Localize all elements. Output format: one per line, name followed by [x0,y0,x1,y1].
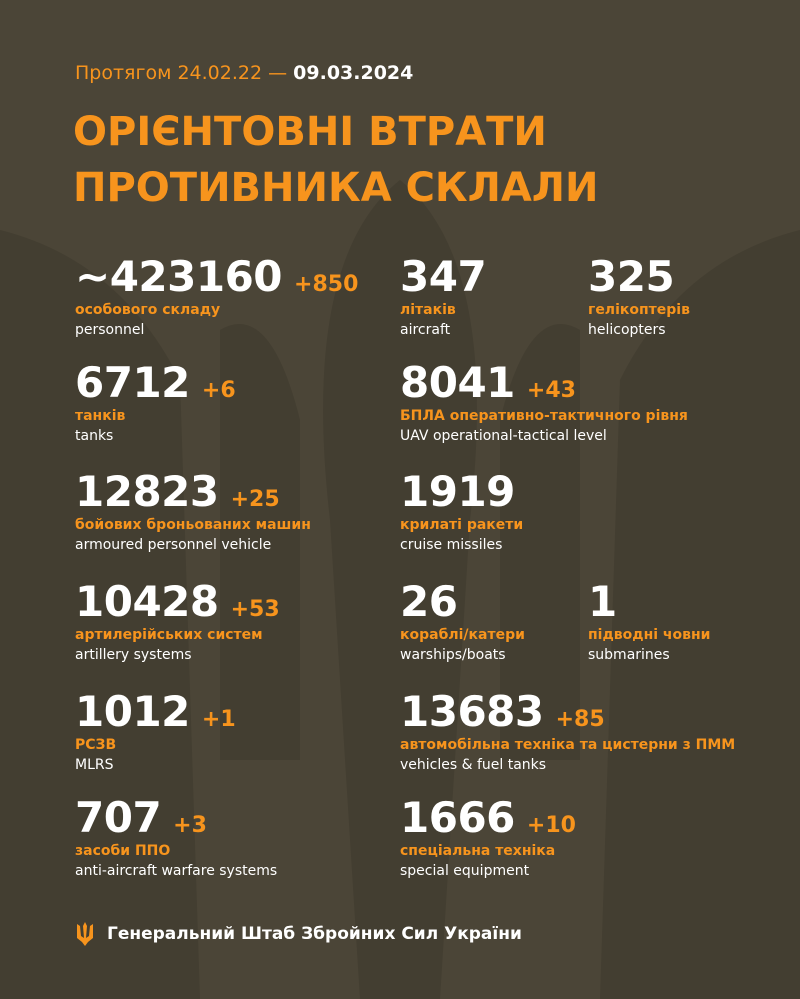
stat-delta: +6 [201,378,236,403]
stat-value: 12823 [75,467,219,516]
stat-delta: +25 [230,487,280,512]
stat-value: ~423160 [75,252,283,301]
stat-label-en: cruise missiles [400,537,503,553]
stat: ~423160 +850 особового складу personnel [75,252,358,340]
stat-row: 12823 +25 [75,467,311,516]
stat: 347 літаків aircraft [400,252,487,340]
stat-label-uk: літаків [400,302,456,318]
stat-label-uk: особового складу [75,302,221,318]
stat: 8041 +43 БПЛА оперативно-тактичного рівня U… [400,358,688,446]
stat: 26 кораблі/катери warships/boats [400,577,525,665]
stat-label-en: special equipment [400,863,530,879]
stat-delta: +43 [526,378,576,403]
stat: 707 +3 засоби ППО anti-aircraft warfare sys… [75,793,277,881]
stat-delta: +850 [294,272,359,297]
stat: 12823 +25 бойових броньованих машин armoure… [75,467,311,555]
stat-row: 707 +3 [75,793,277,842]
stat-label-en: vehicles & fuel tanks [400,757,547,773]
stat-label-en: submarines [588,647,670,663]
stat-label-uk: танків [75,408,126,424]
stat-label-uk: РСЗВ [75,737,117,753]
stat-value: 8041 [400,358,515,407]
title-line: ОРІЄНТОВНІ ВТРАТИ [73,109,547,155]
stat-label-en: armoured personnel vehicle [75,537,272,553]
stat-label-uk: крилаті ракети [400,517,524,533]
stat-label-uk: гелікоптерів [588,302,690,318]
title-line: ПРОТИВНИКА СКЛАЛИ [73,165,599,211]
stat-label-uk: спеціальна техніка [400,843,556,859]
stat-label-uk: артилерійських систем [75,627,263,643]
stat-label-en: MLRS [75,757,114,773]
stat-row: 13683 +85 [400,687,735,736]
stat-row: 1666 +10 [400,793,576,842]
stat-label-en: personnel [75,322,145,338]
stat-value: 26 [400,577,458,626]
stat-label-en: helicopters [588,322,666,338]
stat: 1 підводні човни submarines [588,577,710,665]
stat-label-en: anti-aircraft warfare systems [75,863,278,879]
stat: 1012 +1 РСЗВ MLRS [75,687,236,775]
stat-row: 6712 +6 [75,358,236,407]
stat-value: 13683 [400,687,544,736]
stat: 1919 крилаті ракети cruise missiles [400,467,523,555]
stat-row: 1012 +1 [75,687,236,736]
stat-label-uk: бойових броньованих машин [75,517,311,533]
stat-delta: +85 [555,707,605,732]
stat-row: 10428 +53 [75,577,280,626]
stat-label-uk: кораблі/катери [400,627,525,643]
stat-label-en: tanks [75,428,114,444]
stat-row: 347 [400,252,487,301]
stat-value: 1012 [75,687,190,736]
stat-row: 8041 +43 [400,358,688,407]
stat: 325 гелікоптерів helicopters [588,252,690,340]
stat-value: 6712 [75,358,190,407]
stat-label-en: UAV operational-tactical level [400,428,607,444]
footer-text: Генеральний Штаб Збройних Сил України [107,924,522,944]
stat-row: ~423160 +850 [75,252,359,301]
stat-label-uk: автомобільна техніка та цистерни з ПММ [400,737,736,753]
period-end: 09.03.2024 [293,62,414,84]
stat: 13683 +85 автомобільна техніка та цистерни… [400,687,735,775]
stat-value: 1666 [400,793,515,842]
stat-label-uk: засоби ППО [75,843,171,859]
stat-delta: +3 [173,813,207,838]
stat-delta: +1 [201,707,236,732]
stat-label-en: artillery systems [75,647,192,663]
stat-label-en: warships/boats [400,647,506,663]
stat-row: 325 [588,252,690,301]
period: Протягом 24.02.22 — 09.03.2024 [75,62,413,84]
stat-value: 1 [588,577,617,626]
stat-row: 1 [588,577,710,626]
stat-value: 10428 [75,577,219,626]
footer: Генеральний Штаб Збройних Сил України [75,922,522,946]
title: ОРІЄНТОВНІ ВТРАТИ ПРОТИВНИКА СКЛАЛИ [73,104,599,216]
stat-label-uk: підводні човни [588,627,711,643]
period-prefix: Протягом 24.02.22 — [75,62,288,84]
stat-value: 347 [400,252,487,301]
trident-icon [77,922,93,946]
stat-value: 1919 [400,467,515,516]
stat-row: 1919 [400,467,523,516]
stat-delta: +10 [526,813,576,838]
stat-row: 26 [400,577,525,626]
stat-label-en: aircraft [400,322,451,338]
stat-value: 325 [588,252,675,301]
stat: 10428 +53 артилерійських систем artillery s… [75,577,280,665]
stat: 6712 +6 танків tanks [75,358,236,446]
stat-value: 707 [75,793,162,842]
stat: 1666 +10 спеціальна техніка special equipme… [400,793,576,881]
stat-label-uk: БПЛА оперативно-тактичного рівня [400,408,688,424]
stat-delta: +53 [230,597,280,622]
